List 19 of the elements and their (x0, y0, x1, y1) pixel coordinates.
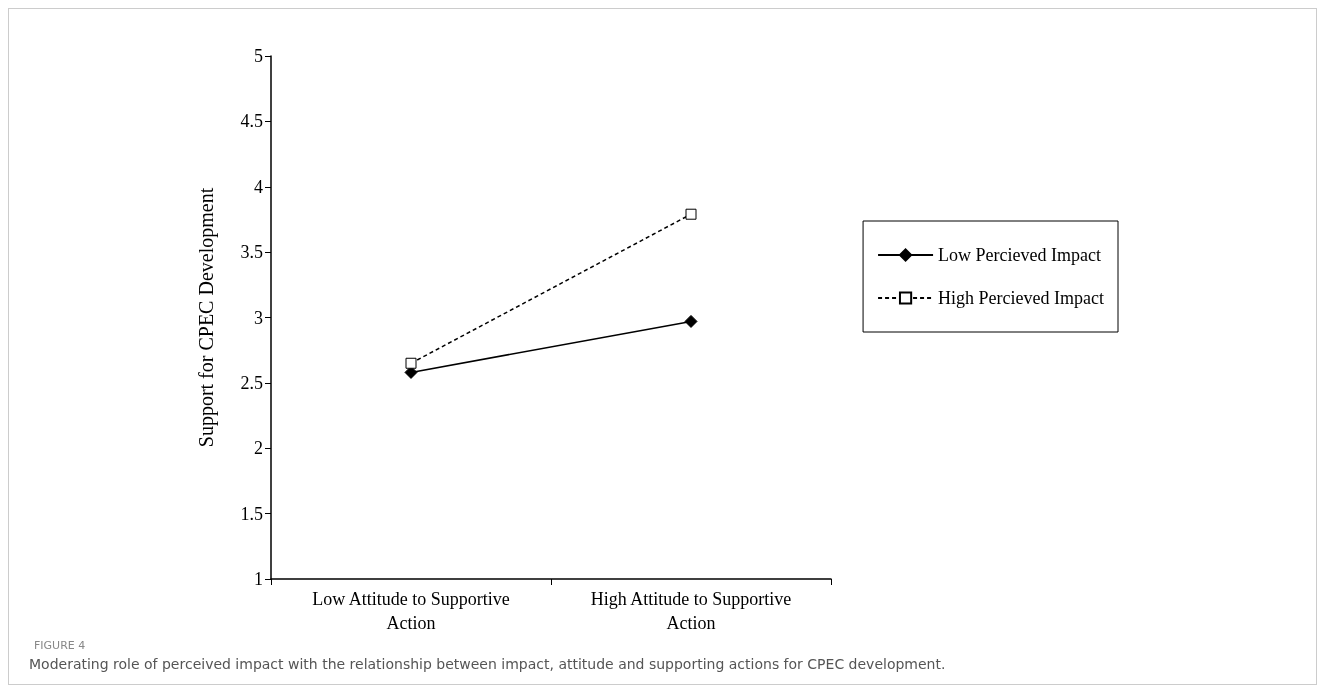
y-tick-label: 4.5 (240, 111, 263, 132)
y-tick-label: 2.5 (240, 372, 263, 393)
x-tick-label: Low Attitude to Supportive Action (312, 589, 510, 633)
y-tick-label: 3 (254, 307, 263, 328)
y-tick-label: 3.5 (240, 242, 263, 263)
y-tick-label: 2 (254, 438, 263, 459)
text: FIGURE 4 (34, 639, 86, 652)
point (405, 357, 417, 369)
point (685, 208, 697, 220)
y-tick-label: 1.5 (240, 503, 263, 524)
legend-label: High Percieved Impact (938, 288, 1104, 308)
y-axis-title: Support for CPEC Development (195, 187, 218, 448)
y-tick-label: 4 (254, 176, 263, 197)
y-tick-label: 1 (254, 569, 263, 589)
x-tick-label: High Attitude to Supportive Action (590, 589, 792, 633)
point (684, 314, 698, 328)
legend-label: Low Percieved Impact (938, 245, 1101, 265)
text: Moderating role of perceived impact with the relationship between impact, attitude and supporting actions for CPEC development. (29, 656, 946, 672)
y-tick-label: 5 (254, 46, 263, 66)
